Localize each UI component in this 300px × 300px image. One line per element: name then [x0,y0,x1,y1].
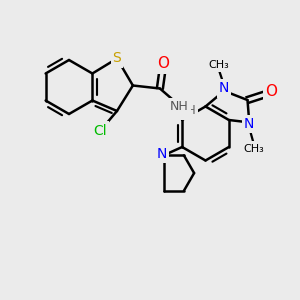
Text: O: O [265,85,277,100]
Text: CH₃: CH₃ [208,60,229,70]
Text: N: N [219,82,229,95]
Text: NH: NH [170,100,189,113]
Text: NH: NH [178,104,196,118]
Text: Cl: Cl [94,124,107,137]
Text: CH₃: CH₃ [243,143,264,154]
Text: S: S [112,52,122,65]
Text: N: N [157,147,167,161]
Text: N: N [244,117,254,131]
Text: O: O [157,56,169,71]
